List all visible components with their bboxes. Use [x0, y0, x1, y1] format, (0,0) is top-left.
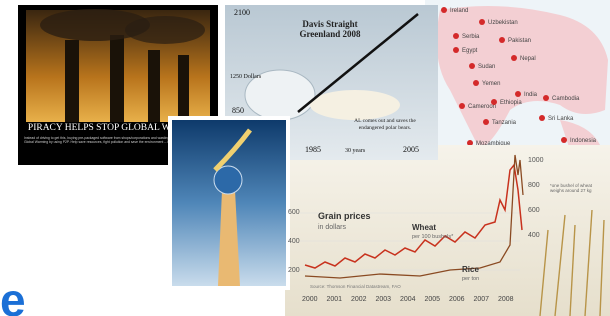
map-marker	[441, 7, 447, 13]
source: Source: Thomson Financial Datastream, FA…	[310, 284, 401, 289]
collage: Ireland Uzbekistan Serbia Pakistan Egypt Nepa…	[0, 0, 610, 316]
map-label: Sri Lanka	[548, 116, 574, 122]
axis-label: 2005	[403, 145, 419, 154]
series-unit: per 100 bushels*	[412, 234, 454, 240]
map-marker	[453, 47, 459, 53]
map-label: Indonesia	[570, 138, 597, 144]
smokestack	[110, 35, 124, 122]
y-tick-label: 1000	[528, 157, 544, 164]
y-tick-label: 600	[288, 209, 300, 216]
y-tick-label: 800	[528, 182, 540, 189]
x-tick-label: 2005	[425, 296, 441, 303]
axis-label: 850	[232, 106, 244, 115]
footnote: *one bushel of wheat weighs around 27 kg	[550, 183, 605, 194]
map-label: Ireland	[450, 8, 468, 14]
axis-label: 1985	[305, 145, 321, 154]
map-marker	[511, 55, 517, 61]
map-label: India	[524, 92, 538, 98]
map-label: Ethiopia	[500, 100, 522, 106]
x-tick-label: 2004	[400, 296, 416, 303]
map-marker	[543, 95, 549, 101]
series-label: Wheat	[412, 223, 436, 232]
map-marker	[453, 33, 459, 39]
y-tick-label: 400	[288, 238, 300, 245]
map-marker	[459, 103, 465, 109]
y-tick-label: 200	[288, 267, 300, 274]
axis-label: 1250 Dollars	[230, 74, 262, 80]
map-label: Sudan	[478, 64, 495, 70]
map-label: Uzbekistan	[488, 20, 518, 26]
map-marker	[483, 119, 489, 125]
map-marker	[491, 99, 497, 105]
logo: e	[0, 274, 26, 316]
smokestack	[148, 50, 160, 122]
x-tick-label: 2007	[474, 296, 490, 303]
smoke	[125, 16, 205, 44]
x-tick-label: 2001	[327, 296, 343, 303]
x-tick-label: 2006	[449, 296, 465, 303]
map-label: Pakistan	[508, 38, 531, 44]
map-marker	[499, 37, 505, 43]
globe-image	[168, 116, 290, 290]
y-tick-label: 600	[528, 207, 540, 214]
map-marker	[515, 91, 521, 97]
x-tick-label: 2002	[351, 296, 367, 303]
map-label: Egypt	[462, 48, 478, 54]
map-label: Tanzania	[492, 120, 517, 126]
map-label: Yemen	[482, 81, 500, 87]
y-tick-label: 400	[528, 232, 540, 239]
polar-bear	[310, 90, 400, 120]
series-label: Rice	[462, 265, 479, 274]
map-label: Serbia	[462, 34, 480, 40]
map-marker	[539, 115, 545, 121]
poster-title: Davis Straight Greenland 2008	[285, 20, 375, 40]
chart-title: Grain prices	[318, 211, 371, 221]
smokestack	[65, 40, 79, 122]
map-marker	[479, 19, 485, 25]
map-marker	[469, 63, 475, 69]
chart-subtitle: in dollars	[318, 224, 347, 231]
map-label: Cambodia	[552, 96, 580, 102]
poster-caption: AL comes out and saves the endangered po…	[345, 118, 425, 131]
smokestack	[178, 55, 189, 122]
x-tick-label: 2008	[498, 296, 514, 303]
map-marker	[561, 137, 567, 143]
axis-label: 2100	[234, 8, 250, 17]
x-tick-label: 2000	[302, 296, 318, 303]
map-label: Cameroon	[468, 104, 496, 110]
map-marker	[473, 80, 479, 86]
map-label: Nepal	[520, 56, 536, 62]
axis-label: 30 years	[345, 148, 366, 154]
series-unit: per ton	[462, 276, 479, 282]
x-tick-label: 2003	[376, 296, 392, 303]
